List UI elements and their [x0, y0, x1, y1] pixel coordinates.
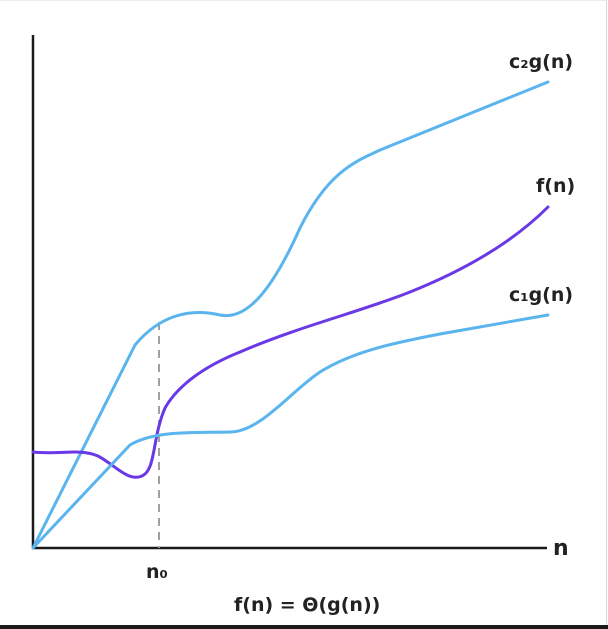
lower-bound-curve: [31, 313, 550, 550]
upper-bound-label: c₂g(n): [509, 51, 573, 73]
x-axis-label: n: [553, 536, 569, 561]
function-curve: [31, 205, 550, 479]
n0-label: n₀: [146, 561, 168, 583]
upper-bound-curve: [31, 80, 550, 550]
bottom-edge: [0, 625, 608, 629]
function-label: f(n): [536, 175, 575, 197]
diagram-caption: f(n) = Θ(g(n)): [234, 594, 380, 616]
lower-bound-label: c₁g(n): [509, 284, 573, 306]
